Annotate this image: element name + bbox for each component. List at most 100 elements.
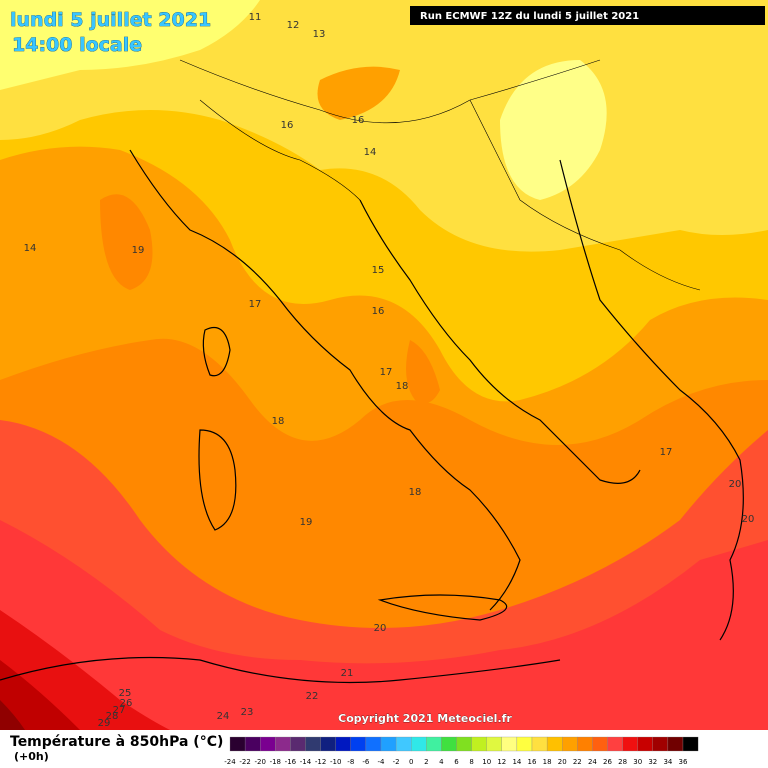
contour-label: 14 bbox=[364, 147, 377, 158]
legend-swatch bbox=[486, 736, 502, 752]
legend-swatch bbox=[305, 736, 321, 752]
legend-swatch bbox=[546, 736, 563, 752]
contour-label: 28 bbox=[106, 711, 119, 722]
legend-swatch bbox=[380, 736, 397, 752]
legend-label: -10 bbox=[330, 758, 341, 766]
contour-label: 18 bbox=[396, 381, 409, 392]
contour-label: 19 bbox=[132, 245, 145, 256]
legend-label: 14 bbox=[512, 758, 521, 766]
contour-label: 17 bbox=[249, 299, 262, 310]
legend-label: 18 bbox=[543, 758, 552, 766]
contour-label: 12 bbox=[287, 20, 300, 31]
coastlines bbox=[0, 149, 744, 684]
legend-label: -18 bbox=[270, 758, 281, 766]
legend-swatch bbox=[637, 736, 653, 752]
legend-label: 30 bbox=[633, 758, 642, 766]
contour-label: 13 bbox=[313, 29, 326, 40]
legend-swatch bbox=[260, 736, 276, 752]
legend-swatch bbox=[395, 736, 412, 752]
contour-label: 15 bbox=[372, 265, 385, 276]
legend-title: Température à 850hPa (°C) bbox=[10, 734, 223, 750]
legend-label: 34 bbox=[663, 758, 672, 766]
legend-label: -6 bbox=[362, 758, 370, 766]
contour-label: 18 bbox=[272, 416, 285, 427]
legend-swatch bbox=[682, 736, 699, 752]
legend-swatch bbox=[456, 736, 472, 752]
date-title: lundi 5 juillet 2021 bbox=[10, 9, 211, 31]
contour-label: 20 bbox=[729, 479, 742, 490]
legend-swatch bbox=[531, 736, 548, 752]
legend-swatch bbox=[607, 736, 623, 752]
legend-label: 12 bbox=[497, 758, 506, 766]
legend-swatch bbox=[562, 736, 578, 752]
legend-swatch bbox=[471, 736, 487, 752]
legend-label: 8 bbox=[469, 758, 473, 766]
legend-swatch bbox=[229, 736, 246, 752]
legend-label: 16 bbox=[528, 758, 537, 766]
legend-label: -16 bbox=[285, 758, 297, 766]
legend-label: 24 bbox=[588, 758, 597, 766]
legend-swatch bbox=[320, 736, 336, 752]
legend-swatch bbox=[244, 736, 261, 752]
run-info: Run ECMWF 12Z du lundi 5 juillet 2021 bbox=[420, 11, 639, 22]
contour-label: 27 bbox=[113, 705, 126, 716]
legend-label: -12 bbox=[315, 758, 326, 766]
contour-label: 22 bbox=[306, 691, 319, 702]
contour-label: 20 bbox=[742, 514, 755, 525]
legend-label: 28 bbox=[618, 758, 627, 766]
contour-label: 16 bbox=[352, 115, 365, 126]
legend-label: 6 bbox=[454, 758, 459, 766]
contour-label: 16 bbox=[281, 120, 294, 131]
legend-swatch bbox=[350, 736, 367, 752]
legend-swatch bbox=[516, 736, 533, 752]
legend-swatch bbox=[622, 736, 638, 752]
contour-label: 23 bbox=[241, 707, 254, 718]
legend-label: -8 bbox=[347, 758, 354, 766]
legend-label: 36 bbox=[679, 758, 688, 766]
legend-swatch bbox=[426, 736, 442, 752]
legend-label: -14 bbox=[300, 758, 312, 766]
legend-label: -4 bbox=[378, 758, 386, 766]
legend-swatch bbox=[667, 736, 684, 752]
borders bbox=[179, 59, 701, 291]
legend-label: 22 bbox=[573, 758, 582, 766]
legend-swatch bbox=[365, 736, 382, 752]
temperature-field bbox=[0, 0, 768, 730]
contour-label: 24 bbox=[217, 711, 230, 722]
legend-swatch bbox=[411, 736, 427, 752]
legend-swatch bbox=[577, 736, 593, 752]
contour-label: 21 bbox=[341, 668, 354, 679]
contour-label: 14 bbox=[24, 243, 37, 254]
legend-label: 20 bbox=[558, 758, 567, 766]
contour-label: 29 bbox=[98, 718, 111, 729]
legend-label: 2 bbox=[424, 758, 428, 766]
contour-label: 20 bbox=[374, 623, 387, 634]
legend-swatch bbox=[290, 736, 306, 752]
run-banner bbox=[410, 6, 765, 25]
time-title: 14:00 locale bbox=[12, 34, 142, 56]
contour-label: 11 bbox=[249, 12, 262, 23]
contour-label: 19 bbox=[300, 517, 313, 528]
contour-label: 16 bbox=[372, 306, 385, 317]
contour-label: 18 bbox=[409, 487, 422, 498]
legend-label: -2 bbox=[393, 758, 400, 766]
legend-subtitle: (+0h) bbox=[14, 750, 49, 763]
contour-label: 17 bbox=[380, 367, 393, 378]
copyright: Copyright 2021 Meteociel.fr bbox=[338, 712, 512, 725]
color-scale: -24 -22 -20 -18 -16 -14 -12 -10 -8 -6 -4 -2 0 2 4 6 8 10 1… bbox=[224, 736, 699, 766]
legend-swatch bbox=[275, 736, 291, 752]
legend-label: -22 bbox=[239, 758, 250, 766]
legend-label: 32 bbox=[648, 758, 657, 766]
legend-swatch bbox=[652, 736, 669, 752]
contour-label: 25 bbox=[119, 688, 132, 699]
legend-label: 10 bbox=[482, 758, 491, 766]
legend-swatch bbox=[335, 736, 351, 752]
legend-swatch bbox=[501, 736, 518, 752]
legend-label: 0 bbox=[409, 758, 413, 766]
legend-label: -20 bbox=[254, 758, 265, 766]
legend-label: 4 bbox=[439, 758, 444, 766]
legend-swatch bbox=[592, 736, 608, 752]
